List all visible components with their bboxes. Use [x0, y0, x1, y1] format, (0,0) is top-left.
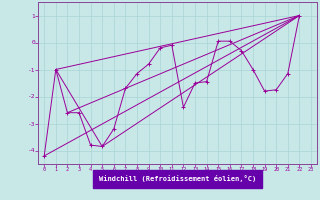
- X-axis label: Windchill (Refroidissement éolien,°C): Windchill (Refroidissement éolien,°C): [99, 175, 256, 182]
